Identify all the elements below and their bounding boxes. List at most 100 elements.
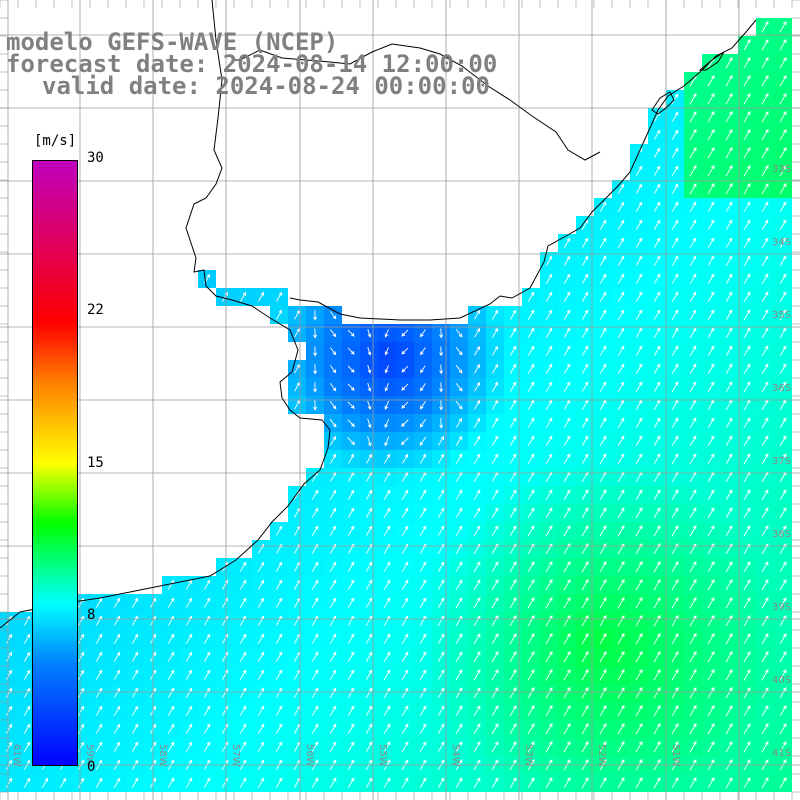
wind-arrow — [24, 669, 31, 680]
wind-arrow — [185, 723, 193, 734]
wind-arrow — [563, 255, 571, 266]
wind-arrow — [671, 291, 679, 302]
wind-arrow — [347, 329, 355, 337]
wind-arrow — [779, 381, 787, 393]
wind-arrow — [185, 633, 193, 644]
wind-arrow — [617, 219, 625, 230]
wind-arrow — [563, 525, 571, 537]
lat-label: 39S — [772, 602, 791, 613]
wind-arrow — [545, 327, 553, 338]
wind-arrow — [509, 417, 517, 428]
wind-arrow — [725, 615, 733, 627]
lat-label: 36S — [772, 383, 791, 394]
wind-arrow — [384, 418, 390, 429]
wind-arrow — [167, 633, 175, 644]
wind-arrow — [761, 146, 769, 159]
wind-arrow — [527, 309, 535, 320]
wind-arrow — [653, 722, 661, 735]
wind-arrow — [743, 291, 751, 302]
wind-arrow — [275, 561, 283, 572]
wind-arrow — [707, 201, 715, 212]
wind-arrow — [492, 327, 499, 338]
wind-arrow — [743, 561, 751, 573]
wind-arrow — [239, 651, 247, 662]
wind-arrow — [563, 507, 571, 519]
wind-arrow — [239, 687, 247, 698]
wind-arrow — [599, 435, 607, 446]
wind-arrow — [509, 633, 517, 645]
wind-arrow — [276, 291, 283, 302]
wind-arrow — [779, 219, 787, 230]
wind-arrow — [617, 327, 625, 338]
wind-arrow — [725, 75, 733, 87]
wind-arrow — [635, 363, 643, 374]
wind-arrow — [545, 525, 553, 537]
wind-arrow — [689, 201, 697, 212]
wind-arrow — [473, 471, 481, 482]
wind-arrow — [491, 597, 499, 609]
wind-arrow — [779, 705, 787, 717]
wind-arrow — [509, 435, 517, 446]
wind-arrow — [671, 219, 679, 230]
wind-arrow — [653, 686, 661, 699]
wind-arrow — [347, 669, 355, 680]
wind-arrow — [761, 182, 769, 195]
wind-arrow — [707, 291, 715, 302]
wind-arrow — [635, 417, 643, 428]
wind-arrow — [401, 507, 409, 518]
wind-arrow — [239, 597, 247, 608]
wind-arrow — [96, 597, 103, 608]
wind-arrow — [563, 237, 571, 248]
wind-arrow — [545, 507, 553, 519]
wind-arrow — [545, 489, 553, 501]
wind-arrow — [527, 291, 535, 302]
wind-arrow — [437, 723, 445, 735]
wind-arrow — [311, 687, 319, 698]
wind-arrow — [311, 615, 319, 626]
wind-arrow — [653, 596, 661, 609]
wind-arrow — [77, 687, 85, 698]
wind-arrow — [419, 471, 427, 482]
wind-arrow — [420, 453, 427, 464]
wind-arrow — [653, 345, 661, 356]
wind-arrow — [761, 507, 769, 519]
wind-arrow — [671, 129, 679, 140]
wind-arrow — [581, 704, 589, 717]
lon-label: 58W — [157, 744, 168, 767]
wind-arrow — [509, 669, 517, 681]
wind-arrow — [707, 164, 715, 177]
wind-arrow — [239, 705, 247, 716]
wind-arrow — [743, 182, 751, 195]
wind-arrow — [383, 723, 391, 735]
wind-arrow — [384, 400, 390, 410]
wind-arrow — [689, 668, 697, 681]
wind-arrow — [707, 381, 715, 393]
wind-arrow — [617, 417, 625, 428]
wind-arrow — [419, 525, 427, 536]
coastline-argentina — [0, 0, 331, 629]
wind-arrow — [779, 777, 787, 789]
wind-arrow — [455, 365, 463, 374]
wind-arrow — [455, 615, 463, 627]
wind-arrow — [707, 615, 715, 627]
wind-arrow — [779, 237, 787, 248]
wind-arrow — [581, 489, 589, 501]
wind-arrow — [779, 687, 787, 699]
wind-arrow — [257, 687, 265, 698]
wind-arrow — [581, 722, 589, 735]
wind-arrow — [635, 309, 643, 320]
wind-arrow — [420, 383, 426, 392]
wind-arrow — [761, 651, 769, 663]
wind-arrow — [743, 237, 751, 248]
wind-arrow — [707, 723, 715, 735]
wind-arrow — [239, 579, 247, 590]
coastline — [0, 0, 757, 629]
wind-arrow — [455, 579, 463, 591]
wind-arrow — [491, 453, 499, 464]
wind-arrow — [779, 597, 787, 609]
wind-arrow — [329, 489, 337, 500]
wind-arrow — [635, 291, 643, 302]
wind-arrow — [491, 687, 499, 699]
wind-arrow — [671, 309, 679, 320]
wind-arrow — [617, 578, 625, 591]
